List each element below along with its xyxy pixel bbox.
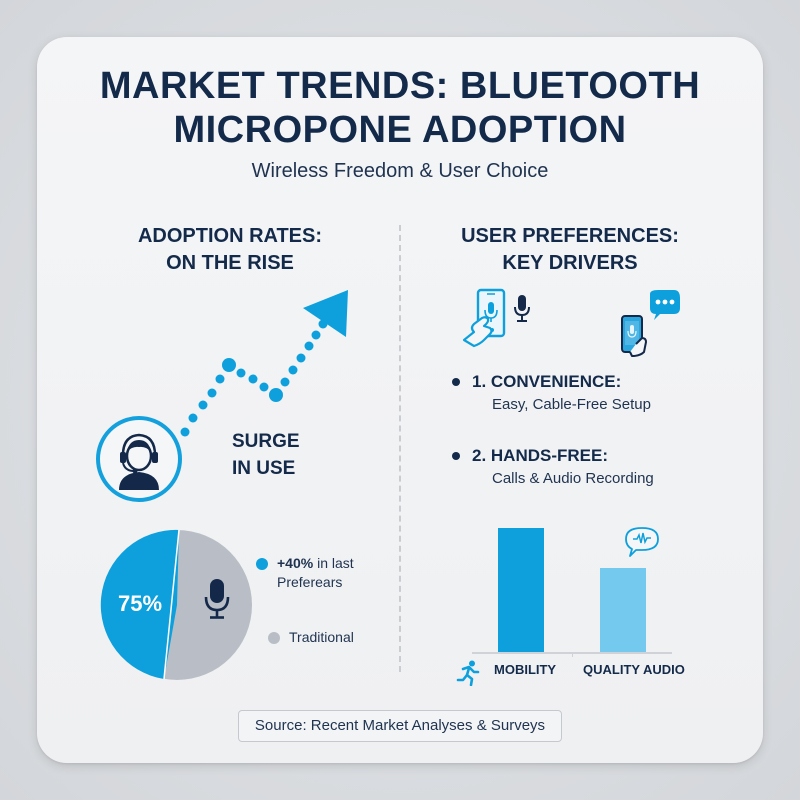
legend-item-preferears: +40% in last Preferears [256, 554, 354, 592]
running-person-icon [456, 660, 480, 686]
driver-description: Easy, Cable-Free Setup [492, 396, 651, 413]
bar-label-quality-audio: QUALITY AUDIO [583, 662, 685, 677]
microphone-icon [514, 295, 530, 322]
left-section-title: ADOPTION RATES: ON THE RISE [80, 223, 380, 277]
legend-bold-value: +40% [277, 555, 314, 571]
left-title-line-1: ADOPTION RATES: [137, 225, 323, 247]
headset-user-icon [96, 416, 182, 502]
title-line-1: MARKET TRENDS: BLUETOOTH [99, 65, 701, 107]
bar-quality-audio [600, 568, 646, 652]
driver-description: Calls & Audio Recording [492, 470, 654, 487]
subtitle: Wireless Freedom & User Choice [251, 160, 549, 182]
right-title-line-2: KEY DRIVERS [502, 252, 638, 274]
bullet-icon [452, 378, 460, 386]
legend-dot-blue [256, 558, 268, 570]
title-line-2: MICROPONE ADOPTION [173, 109, 627, 151]
pie-slice-bluetooth [100, 529, 179, 679]
right-title-line-1: USER PREFERENCES: [461, 225, 679, 247]
section-divider [399, 225, 401, 672]
microphone-icon [204, 579, 230, 619]
left-title-line-2: ON THE RISE [166, 252, 294, 274]
driver-item-convenience: 1. CONVENIENCE: Easy, Cable-Free Setup [452, 372, 651, 413]
bullet-icon [452, 452, 460, 460]
bar-label-mobility: MOBILITY [494, 662, 557, 677]
driver-item-hands-free: 2. HANDS-FREE: Calls & Audio Recording [452, 446, 654, 487]
phone-chat-bubble-icon [621, 290, 680, 357]
right-section-title: USER PREFERENCES: KEY DRIVERS [420, 223, 720, 277]
source-note: Source: Recent Market Analyses & Surveys [238, 710, 562, 742]
adoption-pie-chart [100, 529, 252, 680]
bar-mobility [498, 528, 544, 652]
baseline-tick [572, 652, 573, 657]
legend-text: in last [313, 555, 354, 571]
audio-speech-bubble-icon [625, 527, 659, 557]
driver-title: 2. HANDS-FREE: [472, 446, 609, 465]
pie-percent-label: 75% [118, 591, 163, 616]
hand-phone-mic-icon [462, 288, 506, 348]
surge-in-use-label: SURGE IN USE [232, 428, 300, 482]
legend-item-traditional: Traditional [268, 628, 354, 647]
legend-text-line-2: Preferears [277, 574, 343, 590]
surge-line-1: SURGE [232, 431, 300, 452]
driver-title: 1. CONVENIENCE: [472, 372, 622, 391]
legend-dot-grey [268, 632, 280, 644]
legend-traditional-text: Traditional [289, 629, 354, 645]
surge-line-2: IN USE [232, 458, 296, 479]
